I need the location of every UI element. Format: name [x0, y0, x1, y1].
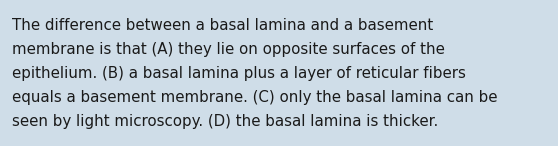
Text: The difference between a basal lamina and a basement: The difference between a basal lamina an…: [12, 18, 434, 33]
Text: membrane is that (A) they lie on opposite surfaces of the: membrane is that (A) they lie on opposit…: [12, 42, 445, 57]
Text: equals a basement membrane. (C) only the basal lamina can be: equals a basement membrane. (C) only the…: [12, 90, 498, 105]
Text: seen by light microscopy. (D) the basal lamina is thicker.: seen by light microscopy. (D) the basal …: [12, 114, 439, 129]
Text: epithelium. (B) a basal lamina plus a layer of reticular fibers: epithelium. (B) a basal lamina plus a la…: [12, 66, 466, 81]
